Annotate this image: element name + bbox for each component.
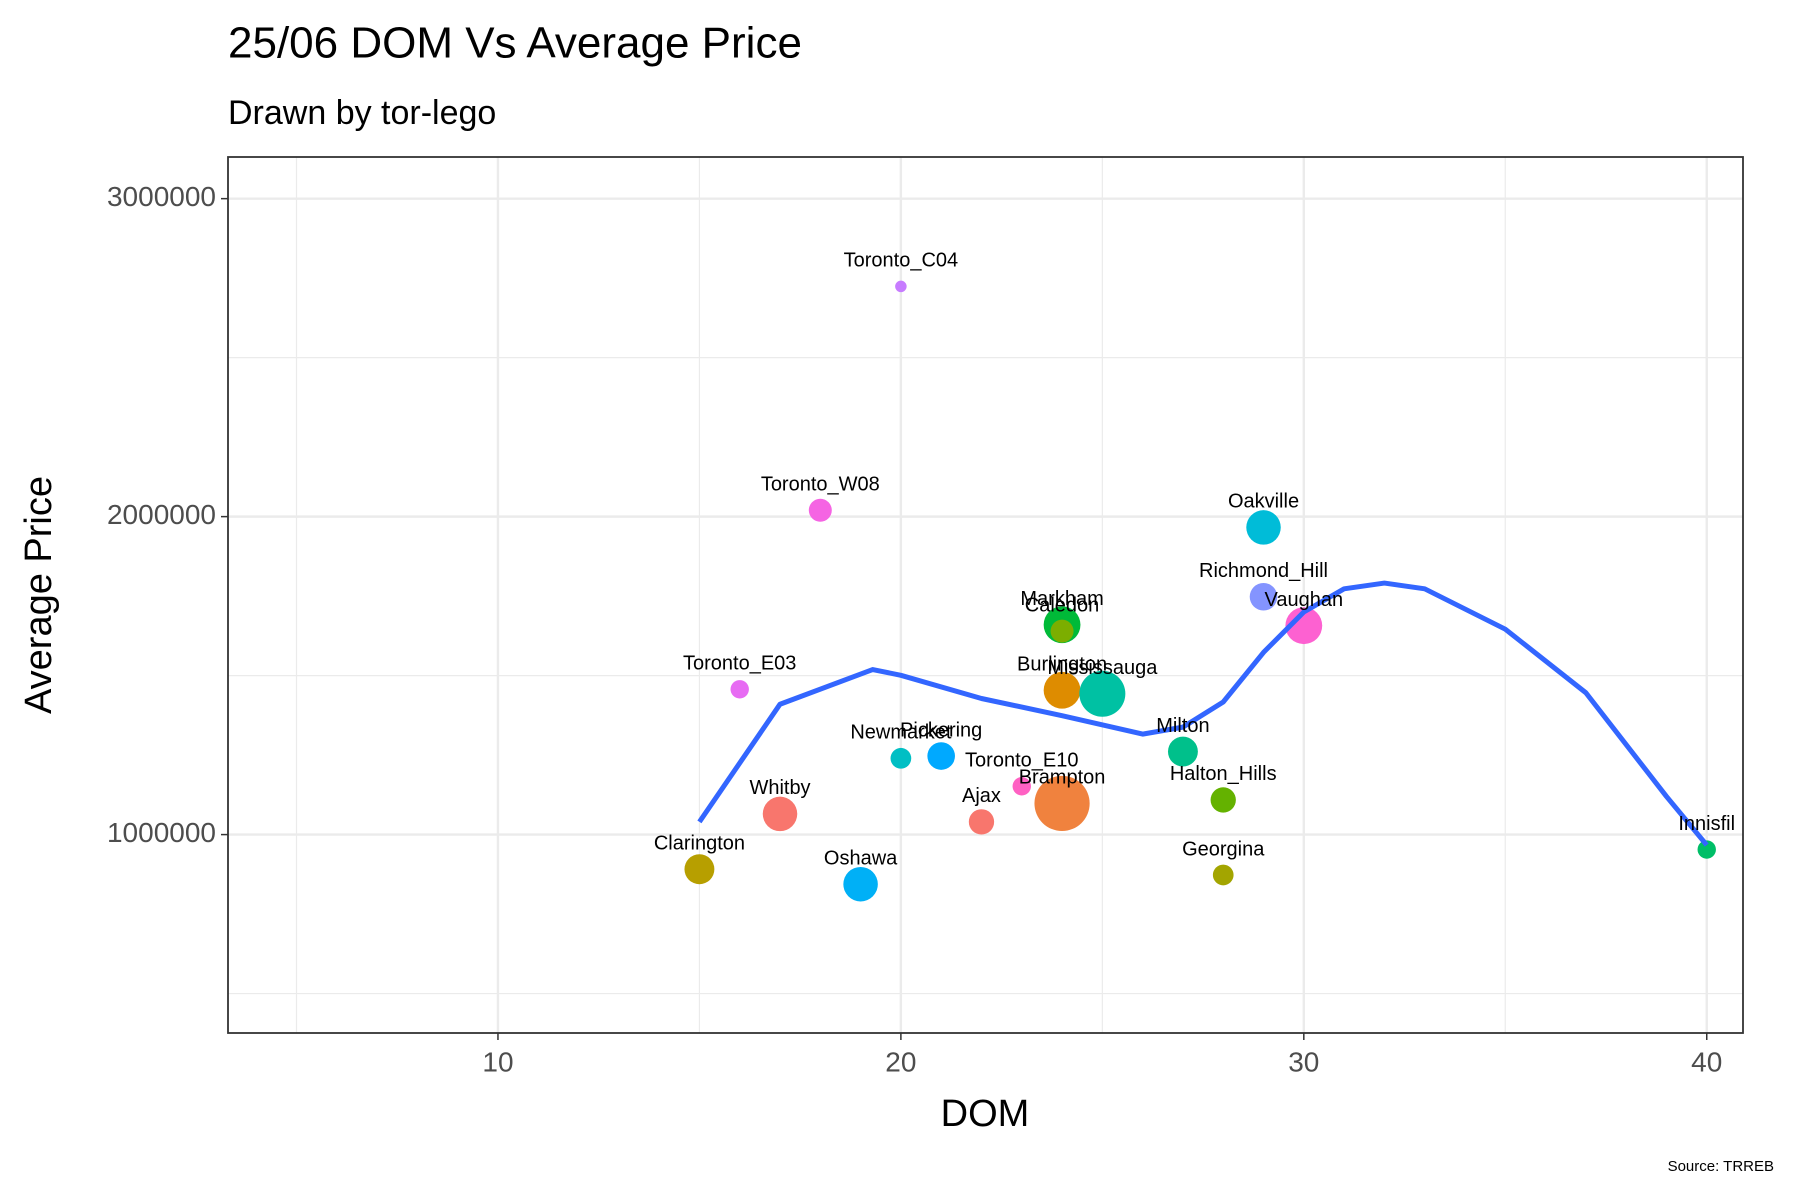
bubble: [968, 809, 995, 835]
point-label: Whitby: [749, 777, 810, 799]
caption: Source: TRREB: [1668, 1158, 1774, 1175]
smooth-line: [697, 580, 1709, 847]
y-axis-label: Average Price: [18, 476, 60, 714]
bubble: [895, 280, 907, 293]
point-label: Mississauga: [1047, 657, 1158, 679]
point-label: Halton_Hills: [1170, 763, 1277, 785]
bubble: [1697, 840, 1716, 859]
point-label: Vaughan: [1265, 589, 1344, 611]
bubble: [730, 680, 749, 699]
point-label: Toronto_E03: [683, 653, 796, 675]
point-label: Markham: [1020, 588, 1103, 610]
x-tick-label: 30: [1288, 1046, 1319, 1077]
bubble: [684, 854, 715, 885]
bubble: [1043, 671, 1081, 709]
point-label: Ajax: [962, 785, 1001, 807]
bubble: [1246, 510, 1281, 545]
bubble: [890, 747, 912, 769]
point-label: Georgina: [1182, 838, 1265, 860]
point-label: Brampton: [1019, 767, 1106, 789]
bubble: [1012, 777, 1031, 796]
bubble: [1210, 787, 1236, 813]
bubble: [1034, 775, 1090, 832]
point-label: Oshawa: [824, 847, 898, 869]
plot-border: [227, 156, 1744, 1034]
point-label: Newmarket: [850, 722, 952, 744]
bubble: [1249, 582, 1278, 611]
x-tick-label: 40: [1691, 1046, 1722, 1077]
point-label: Richmond_Hill: [1199, 560, 1328, 582]
point-label: Pickering: [900, 719, 982, 741]
bubble: [1167, 736, 1198, 767]
point-label: Burlington: [1017, 654, 1107, 676]
bubble: [762, 796, 798, 832]
point-label: Toronto_C04: [844, 250, 959, 272]
y-tick-label: 2000000: [107, 499, 216, 530]
x-tick-label: 20: [885, 1046, 916, 1077]
point-label: Toronto_E10: [965, 750, 1078, 772]
point-label: Clarington: [654, 833, 745, 855]
bubble: [927, 742, 955, 770]
y-tick-label: 3000000: [107, 181, 216, 212]
point-label: Oakville: [1228, 491, 1299, 513]
point-label: Innisfil: [1678, 813, 1735, 835]
bubble: [1212, 864, 1234, 886]
bubble: [1285, 607, 1323, 645]
chart-subtitle: Drawn by tor-lego: [228, 94, 496, 132]
point-label: Toronto_W08: [761, 474, 880, 496]
chart-title: 25/06 DOM Vs Average Price: [228, 19, 802, 68]
x-axis-label: DOM: [941, 1093, 1030, 1135]
bubble: [1079, 670, 1126, 717]
point-label: Milton: [1156, 715, 1209, 737]
x-tick-label: 10: [482, 1046, 513, 1077]
bubble: [1050, 619, 1074, 643]
bubble: [843, 866, 878, 902]
bubble: [808, 498, 832, 522]
point-label: Caledon: [1025, 594, 1100, 616]
y-tick-label: 1000000: [107, 817, 216, 848]
plot-background: [228, 157, 1743, 1033]
